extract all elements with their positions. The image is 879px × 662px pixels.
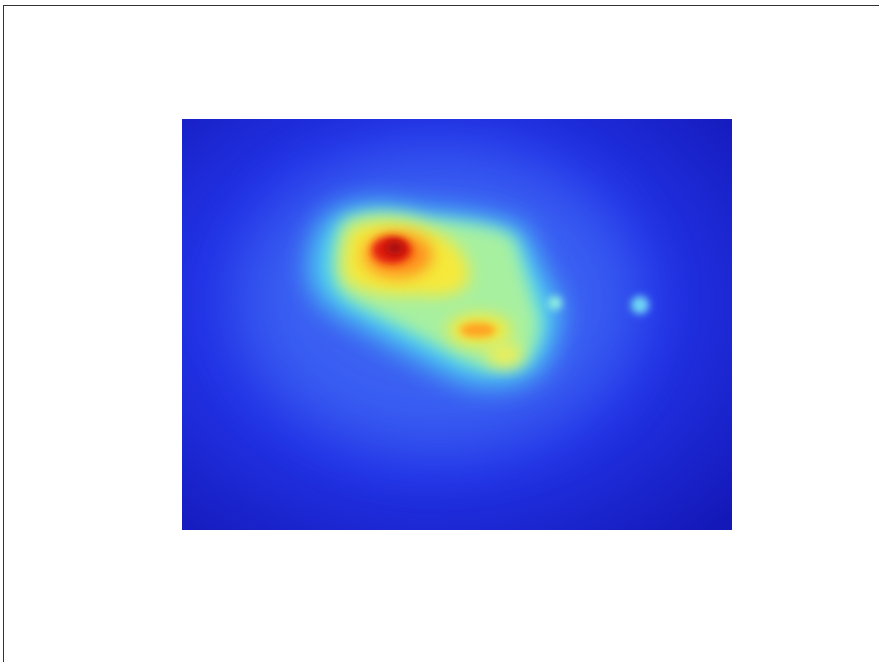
dark-red-core xyxy=(386,241,404,255)
orange-region-2 xyxy=(460,323,496,337)
cyan-spot xyxy=(548,296,562,310)
yellow-region-3 xyxy=(487,343,523,367)
page xyxy=(0,0,879,662)
heatmap-image xyxy=(182,119,732,530)
cyan-spot xyxy=(631,296,649,314)
